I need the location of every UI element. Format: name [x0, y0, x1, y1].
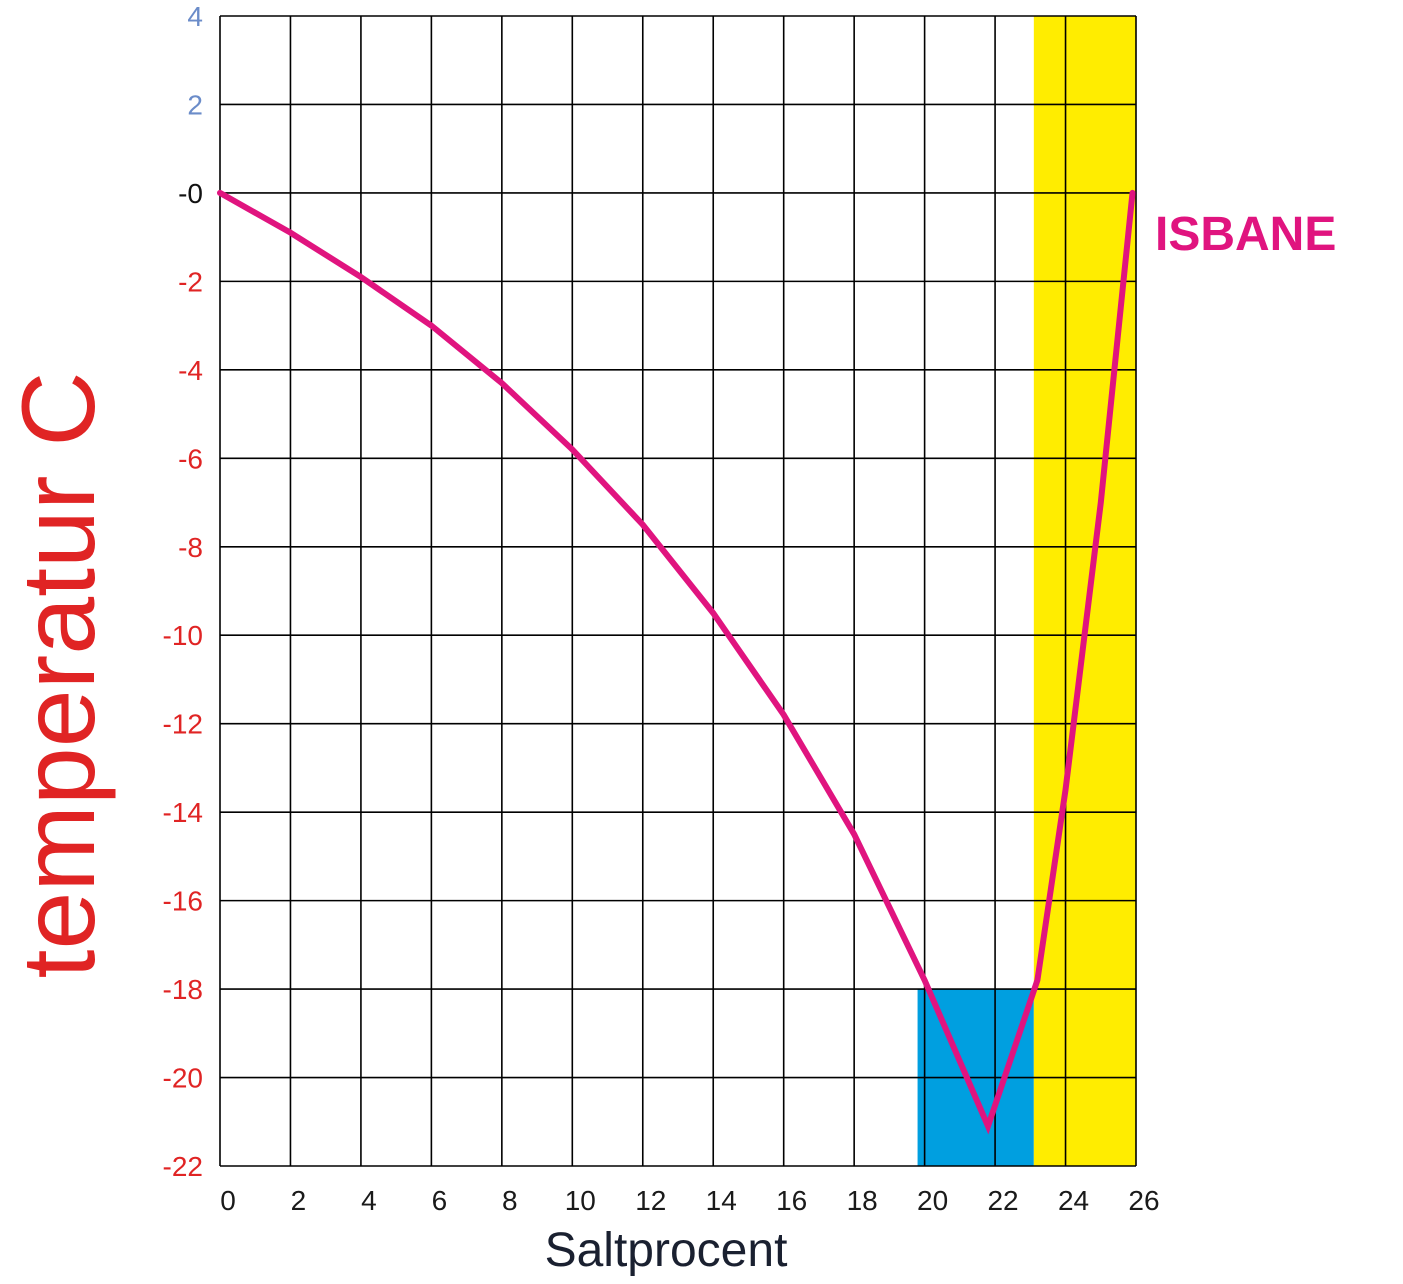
- x-tick-label: 0: [220, 1185, 236, 1216]
- x-tick-labels: 0 2 4 6 8 10 12 14 16 18 20 22 24 26: [220, 1185, 1159, 1216]
- x-tick-label: 14: [706, 1185, 737, 1216]
- y-tick-label: -18: [163, 974, 203, 1005]
- series-label-isbane: ISBANE: [1155, 208, 1336, 261]
- x-tick-label: 26: [1128, 1185, 1159, 1216]
- isbane-band: [1033, 16, 1136, 1166]
- x-tick-label: 22: [987, 1185, 1018, 1216]
- y-tick-label: -14: [163, 797, 203, 828]
- y-axis-label: temperatur C: [1, 372, 117, 979]
- y-tick-label: -16: [163, 886, 203, 917]
- y-tick-label: -10: [163, 620, 203, 651]
- x-tick-label: 18: [847, 1185, 878, 1216]
- y-tick-label: -6: [178, 443, 203, 474]
- x-tick-label: 10: [565, 1185, 596, 1216]
- x-tick-label: 16: [776, 1185, 807, 1216]
- x-tick-label: 8: [502, 1185, 518, 1216]
- y-tick-label: -4: [178, 355, 203, 386]
- x-axis-label: Saltprocent: [545, 1224, 788, 1277]
- y-tick-label: 2: [187, 89, 203, 120]
- x-tick-label: 6: [432, 1185, 448, 1216]
- y-tick-label: -0: [178, 178, 203, 209]
- highlight-regions: [917, 16, 1136, 1166]
- x-tick-label: 2: [291, 1185, 307, 1216]
- y-tick-label: -22: [163, 1151, 203, 1182]
- x-tick-label: 20: [917, 1185, 948, 1216]
- y-tick-label: -20: [163, 1063, 203, 1094]
- series-line-isbane: [217, 189, 1136, 1135]
- data-series: [217, 189, 1136, 1135]
- y-tick-label: -12: [163, 709, 203, 740]
- x-tick-label: 24: [1058, 1185, 1089, 1216]
- y-tick-label: -8: [178, 532, 203, 563]
- y-tick-label: -2: [178, 266, 203, 297]
- x-tick-label: 4: [361, 1185, 377, 1216]
- y-tick-label: 4: [187, 1, 203, 32]
- x-tick-label: 12: [635, 1185, 666, 1216]
- y-tick-labels: 4 2 -0 -2 -4 -6 -8 -10 -12 -14 -16 -18 -20 -22: [163, 1, 203, 1182]
